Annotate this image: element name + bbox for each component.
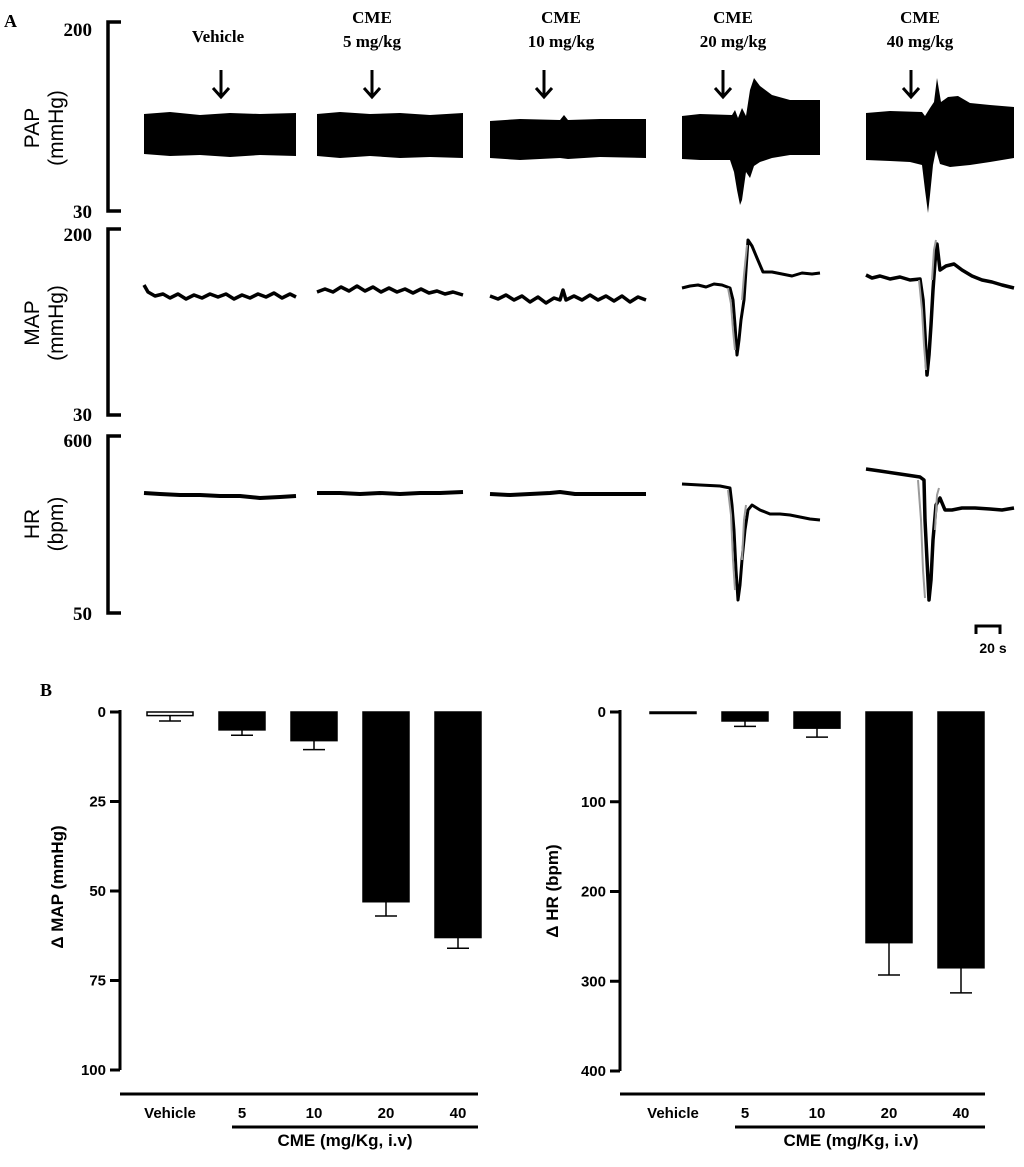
arrow-vehicle-icon [211,70,231,100]
y-tick-label: 100 [581,794,606,811]
map-trace-cme-5 [316,284,464,297]
hr-top-label: 600 [64,431,93,452]
map-trace-cme-40 [865,242,1015,377]
pap-top-label: 200 [64,20,93,41]
bar-40 [434,711,482,939]
y-tick-label: 25 [89,794,106,811]
injection-arrows [211,70,921,100]
arrow-cme-10-icon [534,70,554,100]
map-trace-cme-10 [489,288,647,305]
bar-20 [865,711,913,944]
arrow-cme-40-icon [901,70,921,100]
y-tick-label: 300 [581,973,606,990]
bar-20 [362,711,410,903]
y-tick-label: 50 [89,883,106,900]
hr-ylabel: HR (bpm) [21,497,68,552]
pap-name: PAP [21,108,44,148]
dose-line1-cme-40: CME [900,8,940,27]
pap-trace-vehicle [144,112,296,157]
dose-label-cme-40: 40 mg/kg [887,32,954,51]
category-label-10: 10 [809,1105,826,1122]
category-label-Vehicle: Vehicle [144,1105,196,1122]
y-tick-label: 400 [581,1063,606,1080]
hr-chart-ylabel: Δ HR (bpm) [543,844,562,937]
bar-5 [218,711,266,731]
hr-traces [143,467,1015,602]
map-bar-chart: Δ MAP (mmHg) CME (mg/Kg, i.v) 0 25 50 75 100… [48,704,482,1150]
panel-a-letter: A [4,11,17,31]
hr-trace-cme-5 [317,490,464,496]
category-label-5: 5 [741,1105,749,1122]
map-traces [142,238,1015,377]
time-scale-line [974,624,1002,634]
time-scale-bar: 20 s [974,624,1007,656]
map-ylabel: MAP (mmHg) [21,285,68,361]
bar-Vehicle [649,711,697,715]
dose-label-cme-5: 5 mg/kg [343,32,402,51]
y-tick-label: 100 [81,1062,106,1079]
pap-ylabel: PAP (mmHg) [21,90,68,166]
y-tick-label: 0 [598,704,606,721]
hr-unit: (bpm) [45,497,68,552]
hr-bar-chart: Δ HR (bpm) CME (mg/Kg, i.v) 0 100 200 300 40… [543,704,985,1150]
category-label-10: 10 [306,1105,323,1122]
pap-unit: (mmHg) [45,90,68,166]
hr-chart-xlabel: CME (mg/Kg, i.v) [783,1131,918,1150]
map-chart-xlabel: CME (mg/Kg, i.v) [277,1131,412,1150]
map-axis [106,227,121,417]
hr-axis [106,434,121,615]
category-label-20: 20 [881,1105,898,1122]
arrow-cme-20-icon [713,70,733,100]
pap-axis [106,20,121,213]
pap-trace-cme-10 [490,115,646,160]
panel-b-letter: B [40,680,52,700]
map-top-label: 200 [64,225,93,246]
trace-axes [106,20,121,615]
category-label-40: 40 [953,1105,970,1122]
bar-40 [937,711,985,969]
arrow-cme-5-icon [362,70,382,100]
y-tick-label: 75 [89,973,106,990]
dose-line1-cme-10: CME [541,8,581,27]
category-label-5: 5 [238,1105,246,1122]
hr-trace-vehicle [143,491,297,500]
dose-label-cme-20: 20 mg/kg [700,32,767,51]
hr-trace-cme-10 [489,490,646,497]
hr-trace-cme-40 [865,467,1015,602]
category-label-40: 40 [450,1105,467,1122]
hr-trace-cme-40-overlay [917,479,940,599]
hr-trace-cme-20 [681,482,821,602]
dose-label-vehicle: Vehicle [192,27,245,46]
category-label-20: 20 [378,1105,395,1122]
dose-line1-cme-20: CME [713,8,753,27]
pap-trace-cme-5 [317,112,463,158]
pap-bottom-label: 30 [73,202,92,223]
category-label-Vehicle: Vehicle [647,1105,699,1122]
pap-traces [144,78,1014,213]
map-trace-cme-20 [681,238,821,357]
y-tick-label: 0 [98,704,106,721]
hr-bottom-label: 50 [73,604,92,625]
pap-trace-cme-40 [866,78,1014,213]
bar-10 [290,711,338,742]
map-trace-cme-20-overlay [727,244,748,351]
pap-trace-cme-20 [682,78,820,205]
map-trace-cme-40-overlay [918,239,937,371]
bar-5 [721,711,769,722]
dose-line1-cme-5: CME [352,8,392,27]
hr-trace-cme-20-overlay [727,489,747,591]
map-chart-ylabel: Δ MAP (mmHg) [48,825,67,948]
map-name: MAP [21,300,44,346]
map-unit: (mmHg) [45,285,68,361]
map-bottom-label: 30 [73,405,92,426]
bar-10 [793,711,841,729]
map-trace-vehicle [142,284,297,301]
y-tick-label: 200 [581,884,606,901]
hr-name: HR [21,509,44,539]
time-scale-label: 20 s [979,640,1006,656]
dose-headers: Vehicle CME 5 mg/kg CME 10 mg/kg CME 20 … [192,8,954,51]
bar-Vehicle [146,711,194,717]
dose-label-cme-10: 10 mg/kg [528,32,595,51]
